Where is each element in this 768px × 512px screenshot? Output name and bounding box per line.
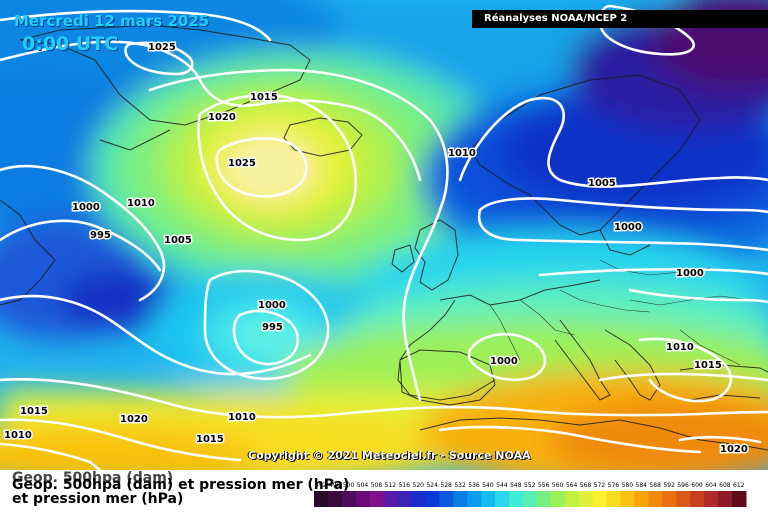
- source-label: Réanalyses NOAA/NCEP 2: [472, 10, 768, 28]
- scale-swatch: [648, 491, 662, 507]
- scale-tick-label: 504: [357, 482, 369, 489]
- scale-tick-label: 496: [329, 482, 341, 489]
- isobar-label: 1015: [20, 406, 48, 417]
- scale-swatch: [412, 491, 426, 507]
- isobar-label: 1010: [448, 148, 476, 159]
- isobar-label: 1020: [120, 414, 148, 425]
- geopotential-map: 1025 1015 1020 1025 1010 1005 1000 1000 …: [0, 0, 768, 470]
- scale-tick-label: 548: [510, 482, 522, 489]
- scale-swatch: [314, 491, 328, 507]
- isobar-label: 1000: [258, 300, 286, 311]
- isobar-label: 1000: [614, 222, 642, 233]
- scale-tick-label: 568: [580, 482, 592, 489]
- scale-tick-label: 576: [608, 482, 620, 489]
- scale-tick-label: 564: [566, 482, 578, 489]
- color-scale-legend: 492 496 500 504 508 512 516 520 524 528 532 536 540 5…: [314, 477, 754, 509]
- scale-tick-label: 604: [705, 482, 717, 489]
- scale-tick-label: 600: [691, 482, 703, 489]
- scale-swatch: [593, 491, 607, 507]
- isobar-label: 1020: [208, 112, 236, 123]
- scale-tick-label: 536: [468, 482, 480, 489]
- scale-swatch: [607, 491, 621, 507]
- scale-tick-label: 516: [399, 482, 411, 489]
- scale-swatch: [523, 491, 537, 507]
- scale-tick-label: 492: [315, 482, 327, 489]
- scale-swatch: [370, 491, 384, 507]
- scale-tick-label: 580: [622, 482, 634, 489]
- isobar-label: 995: [90, 230, 111, 241]
- scale-swatch: [467, 491, 481, 507]
- scale-tick-label: 572: [594, 482, 606, 489]
- scale-tick-label: 612: [733, 482, 745, 489]
- isobar-label: 1010: [666, 342, 694, 353]
- scale-swatch: [509, 491, 523, 507]
- isobar-label: 1015: [694, 360, 722, 371]
- scale-tick-label: 508: [371, 482, 383, 489]
- scale-tick-label: 532: [454, 482, 466, 489]
- scale-swatch: [579, 491, 593, 507]
- scale-tick-label: 512: [385, 482, 397, 489]
- scale-swatch: [398, 491, 412, 507]
- scale-tick-label: 556: [538, 482, 550, 489]
- scale-swatch: [551, 491, 565, 507]
- scale-swatch: [439, 491, 453, 507]
- isobar-label: 1005: [588, 178, 616, 189]
- isobar-label: 1000: [676, 268, 704, 279]
- caption-second-line: et pression mer (hPa): [12, 491, 183, 507]
- scale-tick-label: 528: [440, 482, 452, 489]
- scale-swatch: [732, 491, 746, 507]
- copyright-notice: Copyright © 2021 Meteociel.fr - Source N…: [248, 449, 531, 462]
- scale-tick-label: 588: [649, 482, 661, 489]
- isobar-label: 1025: [228, 158, 256, 169]
- scale-swatch: [537, 491, 551, 507]
- isobar-label: 1015: [250, 92, 278, 103]
- scale-tick-label: 500: [343, 482, 355, 489]
- scale-swatch: [356, 491, 370, 507]
- isobar-label: 1010: [228, 412, 256, 423]
- scale-tick-label: 524: [426, 482, 438, 489]
- scale-swatch: [635, 491, 649, 507]
- scale-swatch: [718, 491, 732, 507]
- scale-tick-label: 540: [482, 482, 494, 489]
- isobar-label: 1015: [196, 434, 224, 445]
- scale-tick-label: 544: [496, 482, 508, 489]
- scale-tick-label: 520: [413, 482, 425, 489]
- forecast-date: Mercredi 12 mars 2025: [14, 12, 209, 30]
- isobar-label: 1020: [720, 444, 748, 455]
- scale-swatch: [676, 491, 690, 507]
- scale-swatch: [453, 491, 467, 507]
- scale-tick-label: 552: [524, 482, 536, 489]
- isobar-label: 1000: [490, 356, 518, 367]
- scale-swatch: [565, 491, 579, 507]
- isobar-label: 1010: [4, 430, 32, 441]
- scale-swatch: [690, 491, 704, 507]
- scale-swatch: [425, 491, 439, 507]
- scale-swatch: [342, 491, 356, 507]
- isobar-label: 1010: [127, 198, 155, 209]
- isobar-label: 1025: [148, 42, 176, 53]
- scale-tick-label: 560: [552, 482, 564, 489]
- scale-swatch: [621, 491, 635, 507]
- scale-swatch: [328, 491, 342, 507]
- scale-swatch: [495, 491, 509, 507]
- scale-swatch: [704, 491, 718, 507]
- isobar-label: 1000: [72, 202, 100, 213]
- isobar-label: 995: [262, 322, 283, 333]
- scale-tick-label: 584: [636, 482, 648, 489]
- scale-swatch: [384, 491, 398, 507]
- scale-tick-label: 596: [677, 482, 689, 489]
- scale-tick-label: 608: [719, 482, 731, 489]
- isobar-label: 1005: [164, 235, 192, 246]
- scale-swatch: [481, 491, 495, 507]
- forecast-time: 0:00 UTC: [22, 33, 118, 55]
- scale-swatch: [662, 491, 676, 507]
- scale-tick-label: 592: [663, 482, 675, 489]
